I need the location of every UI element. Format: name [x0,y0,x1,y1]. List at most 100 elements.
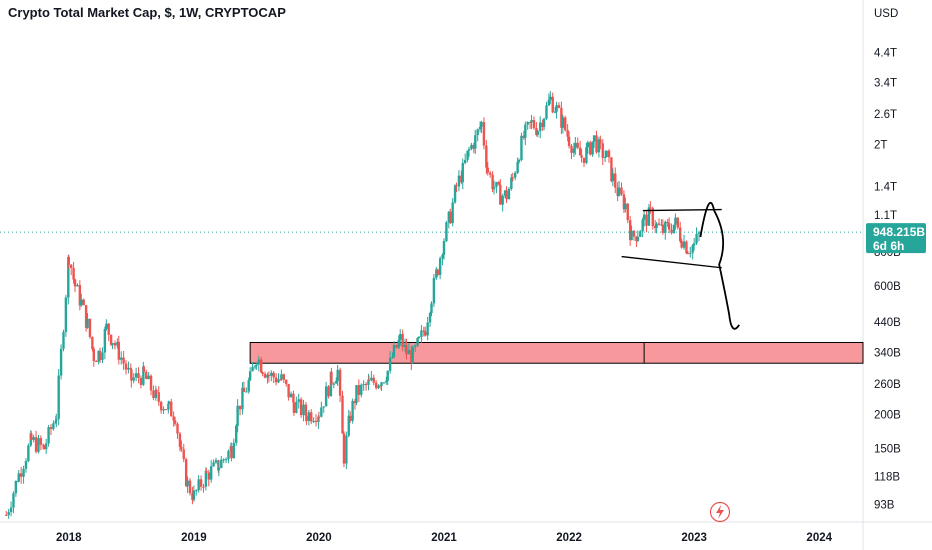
candle-body [42,445,45,450]
candle-body [647,207,651,226]
y-tick-label: 340B [874,347,901,359]
candle-body [192,490,196,500]
candle-body [129,367,133,370]
candle-body [557,105,561,108]
candle-body [253,366,257,368]
candle-body [597,139,601,153]
candle-body [173,420,177,424]
candle-body [616,187,619,196]
x-tick-label: 2020 [306,532,332,544]
candle-body [428,313,432,323]
candle-body [272,372,275,378]
candle-body [287,383,290,398]
candle-body [132,377,135,381]
candle-body [424,331,427,336]
candle-body [553,111,557,113]
candle-body [234,426,238,443]
candle-body [626,203,629,221]
candle-body [492,187,496,190]
candle-body [78,285,82,306]
y-tick-label: 2.6T [874,109,897,121]
candle-body [27,445,30,462]
candle-body [217,467,221,471]
candle-body [5,514,8,516]
candle-body [7,512,10,516]
candle-body [542,118,546,127]
candle-body [372,377,375,383]
candle-body [44,443,48,450]
y-tick-label: 200B [874,410,901,422]
candle-body [426,322,429,336]
candle-body [263,373,267,378]
candle-body [416,337,419,346]
candle-body [374,382,378,389]
pennant-upper-line [642,208,722,212]
candle-body [49,427,53,429]
candle-body [22,468,25,477]
candle-body [686,253,690,255]
candle-body [122,357,125,364]
candle-body [501,195,504,205]
candle-body [636,236,640,242]
candle-body [482,122,486,146]
candle-body [680,241,683,248]
candle-body [154,389,158,398]
candle-body [307,412,311,421]
candle-body [172,416,175,421]
candle-body [567,136,571,146]
candle-body [591,141,594,155]
candle-body [251,367,254,372]
candle-body [605,150,608,157]
candle-body [574,142,577,149]
candle-body [167,404,170,410]
candle-body [292,402,296,413]
candle-body [547,99,551,106]
candle-body [202,486,205,488]
candle-body [335,380,338,384]
candle-body [241,387,244,410]
candle-body [285,379,288,384]
candle-body [327,386,330,397]
candle-body [279,379,283,381]
candle-body [453,185,457,203]
candle-body [224,459,228,461]
candle-body [595,135,598,153]
candle-body [430,303,433,314]
candle-body [672,224,676,233]
candle-body [238,405,242,410]
candle-body [539,122,542,132]
candle-body [330,371,333,385]
y-tick-label: 150B [874,443,901,455]
candle-body [491,174,494,190]
candle-body [54,420,57,424]
candle-body [84,305,88,328]
candle-body [526,122,529,125]
candle-body [145,371,148,380]
candle-body [69,264,73,268]
candle-body [120,357,123,360]
candle-body [124,363,128,370]
drawing-layer [0,202,863,330]
candle-body [622,194,626,210]
candle-body [463,159,467,164]
candle-body [511,177,514,179]
candle-body [630,230,633,241]
candle-body [312,420,315,422]
candle-body [367,379,371,381]
candle-body [95,361,98,363]
candle-body [582,157,586,163]
candle-body [117,341,121,360]
candle-body [130,369,133,381]
lightning-bolt-icon[interactable] [709,501,731,523]
candle-body [564,117,567,131]
candle-body [72,267,75,280]
candle-body [205,470,208,473]
candle-body [24,461,28,469]
candle-body [405,344,408,355]
candle-body [178,433,182,447]
candle-body [17,480,20,482]
candle-body [152,390,155,398]
candle-body [314,420,318,423]
candle-body [57,375,60,419]
